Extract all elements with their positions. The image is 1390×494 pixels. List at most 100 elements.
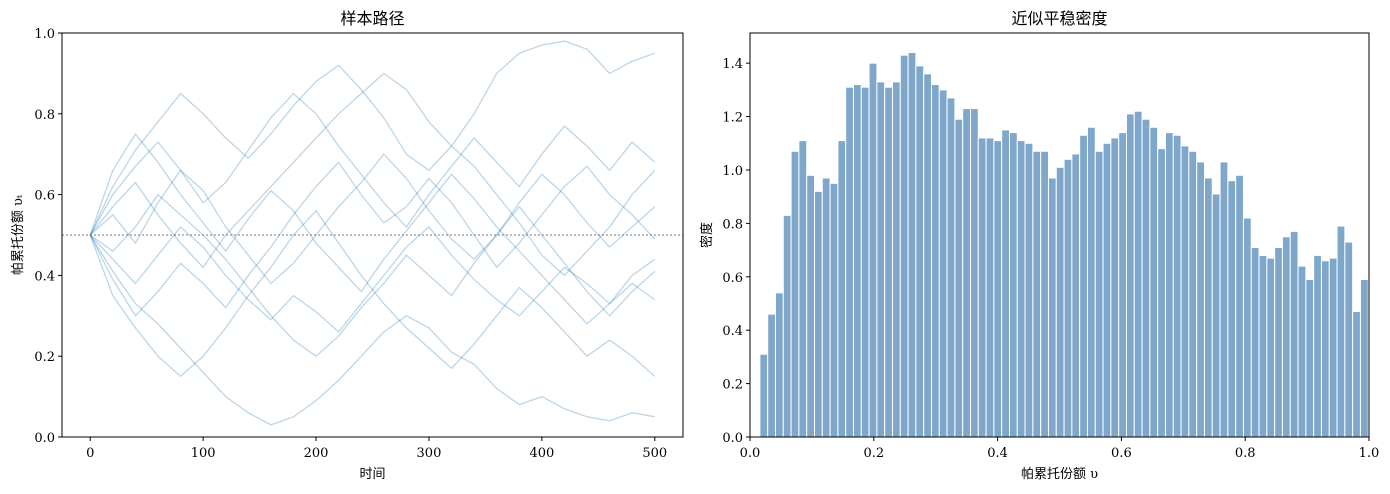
histogram-bar	[1196, 161, 1205, 438]
x-tick-label: 0.6	[1111, 446, 1132, 461]
y-tick-label: 1.4	[722, 57, 743, 72]
histogram-bar	[1149, 126, 1159, 438]
y-tick-label: 0.2	[34, 350, 55, 365]
histogram-bar	[1008, 132, 1018, 438]
sample-path	[89, 92, 656, 236]
x-tick-label: 100	[191, 446, 216, 461]
histogram-bar	[993, 140, 1003, 438]
chart-title: 近似平稳密度	[1011, 9, 1107, 28]
sample-path	[89, 40, 655, 236]
histogram-bar	[954, 118, 964, 438]
histogram-bar	[1094, 150, 1104, 438]
histogram-bar	[1227, 180, 1237, 438]
x-tick-label: 0.0	[740, 446, 761, 461]
histogram-bar	[813, 190, 823, 438]
histogram-bar	[907, 51, 917, 438]
y-tick-label: 0.2	[722, 378, 743, 393]
histogram-bar	[1235, 174, 1244, 438]
histogram-bar	[1071, 153, 1081, 438]
x-tick-label: 0.4	[987, 446, 1008, 461]
histogram-bar	[1016, 140, 1026, 438]
histogram-bar	[977, 137, 987, 438]
histogram-bar	[1250, 246, 1260, 438]
sample-path	[89, 193, 656, 358]
histogram-bar	[891, 81, 901, 438]
histogram-bar	[868, 62, 878, 438]
histogram-bar	[829, 182, 839, 438]
sample-path	[89, 132, 656, 325]
histogram-bar	[1305, 278, 1315, 438]
histogram-bar	[860, 86, 870, 438]
plot-frame	[61, 32, 684, 438]
histogram-bar	[852, 84, 862, 438]
sample-path	[89, 153, 656, 285]
histogram-bar	[1328, 257, 1338, 438]
histogram-bar	[798, 140, 808, 438]
histogram-bar	[923, 73, 932, 438]
histogram-bar	[962, 108, 971, 438]
histogram-bar	[876, 81, 886, 438]
histogram-bar	[759, 353, 769, 438]
y-tick-label: 0.6	[722, 271, 743, 286]
x-tick-label: 0	[86, 446, 94, 461]
histogram-bar	[938, 89, 948, 438]
histogram-bar	[946, 97, 956, 438]
y-tick-label: 1.0	[34, 27, 55, 42]
y-tick-label: 0.4	[34, 269, 55, 284]
x-tick-label: 1.0	[1359, 446, 1380, 461]
histogram-bar	[1164, 132, 1174, 438]
histogram-bar	[969, 108, 979, 438]
histogram-bar	[1118, 132, 1127, 438]
histogram-bar	[1079, 134, 1088, 438]
histogram-bar	[1001, 129, 1010, 438]
x-axis-label: 帕累托份额 υ	[1021, 467, 1098, 482]
histogram-bar	[884, 86, 893, 438]
sample-path	[89, 225, 656, 333]
sample-path	[89, 161, 656, 317]
y-tick-label: 0.4	[722, 324, 743, 339]
histogram-bar	[1024, 142, 1034, 438]
histogram-bar	[1297, 265, 1307, 438]
histogram-bar	[1102, 142, 1112, 438]
histogram-bar	[1133, 110, 1143, 438]
y-tick-label: 0.0	[34, 431, 55, 446]
histogram-bar	[1219, 161, 1229, 438]
histogram-bar	[915, 65, 925, 438]
histogram-bar	[790, 150, 800, 438]
histogram-bar	[1141, 118, 1151, 438]
histogram-bar	[845, 86, 854, 438]
histogram-bar	[1274, 246, 1283, 438]
histogram-bar	[1359, 278, 1369, 438]
x-tick-label: 400	[529, 446, 554, 461]
histogram-bar	[899, 54, 909, 438]
histogram-bar	[930, 84, 940, 438]
histogram-bar	[1344, 241, 1354, 438]
histogram-bar	[1055, 166, 1065, 438]
histogram-bar	[1180, 145, 1190, 438]
histogram-bar	[1125, 113, 1135, 438]
histogram-bar	[1352, 311, 1361, 438]
y-tick-label: 0.6	[34, 189, 55, 204]
x-tick-label: 0.2	[863, 446, 884, 461]
histogram-bar	[1289, 230, 1299, 438]
x-axis-label: 时间	[359, 467, 385, 482]
histogram-bar	[1320, 260, 1330, 438]
histogram-bar	[1336, 225, 1346, 438]
chart-title: 样本路径	[340, 9, 404, 28]
histogram-bar	[1188, 150, 1198, 438]
histogram-bar	[837, 140, 847, 438]
x-tick-label: 200	[304, 446, 329, 461]
histogram-bar	[1258, 254, 1268, 438]
histogram-bar	[1211, 193, 1221, 438]
histogram-bar	[1110, 137, 1120, 438]
histogram-bar	[985, 137, 995, 438]
histogram-bar	[1172, 134, 1182, 438]
histogram-bar	[1242, 217, 1252, 438]
histogram-bar	[1157, 148, 1166, 438]
y-tick-label: 0.8	[722, 217, 743, 232]
plot-frame	[749, 32, 1370, 438]
y-tick-label: 1.0	[722, 164, 743, 179]
